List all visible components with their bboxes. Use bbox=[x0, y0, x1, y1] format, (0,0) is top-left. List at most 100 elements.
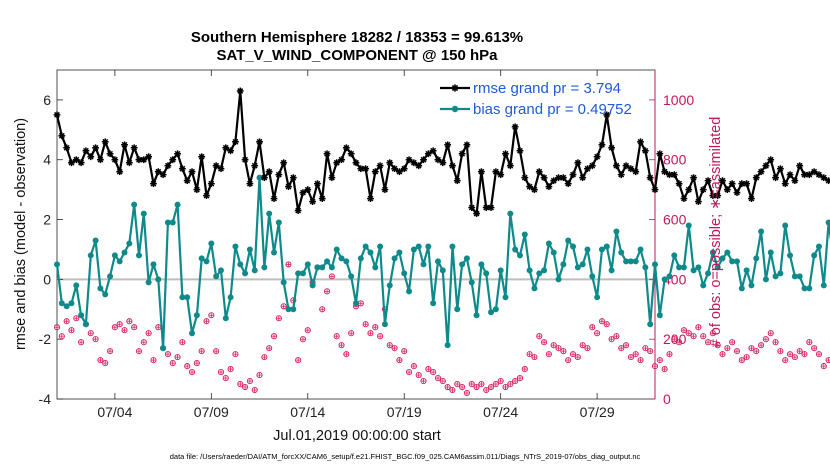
bias-point bbox=[748, 282, 755, 289]
obs-point bbox=[565, 357, 572, 364]
rmse-point bbox=[477, 168, 485, 176]
rmse-point bbox=[825, 177, 830, 185]
bias-point bbox=[367, 249, 374, 256]
obs-point bbox=[92, 336, 99, 343]
rmse-point bbox=[82, 147, 90, 155]
bias-point bbox=[709, 249, 716, 256]
bias-point bbox=[608, 267, 615, 274]
obs-point bbox=[676, 339, 683, 346]
obs-point bbox=[237, 380, 244, 388]
bias-point bbox=[92, 237, 99, 244]
rmse-point bbox=[193, 186, 201, 194]
rmse-point bbox=[584, 165, 591, 173]
bias-point bbox=[570, 243, 577, 250]
rmse-point bbox=[72, 156, 80, 164]
obs-point bbox=[618, 345, 625, 352]
rmse-point bbox=[236, 87, 244, 95]
bias-point bbox=[463, 255, 470, 262]
y-axis-left: -4 -2 0 2 4 6 bbox=[39, 92, 63, 407]
obs-point bbox=[97, 357, 104, 364]
bias-point bbox=[362, 243, 369, 250]
bias-point bbox=[521, 231, 528, 238]
obs-point bbox=[762, 336, 769, 343]
y2-tick-label: 800 bbox=[663, 152, 687, 168]
obs-point bbox=[512, 378, 519, 385]
rmse-point bbox=[135, 156, 143, 164]
rmse-point bbox=[87, 153, 95, 161]
obs-point bbox=[208, 312, 215, 319]
bias-point bbox=[791, 273, 798, 280]
rmse-point bbox=[207, 180, 215, 188]
bias-point bbox=[251, 267, 258, 274]
rmse-point bbox=[121, 141, 128, 149]
obs-point bbox=[786, 351, 794, 358]
y-axis-label: rmse and bias (model - observation) bbox=[13, 118, 29, 350]
obs-point bbox=[106, 348, 114, 355]
bias-point bbox=[690, 267, 697, 274]
obs-point bbox=[584, 345, 591, 352]
bias-point bbox=[319, 264, 326, 271]
rmse-point bbox=[786, 171, 794, 179]
obs-point bbox=[338, 342, 345, 349]
rmse-point bbox=[627, 165, 635, 173]
rmse-point bbox=[251, 162, 259, 170]
rmse-point bbox=[463, 141, 471, 149]
rmse-point bbox=[680, 195, 688, 203]
obs-point bbox=[425, 366, 432, 373]
obs-point bbox=[73, 315, 80, 322]
obs-point bbox=[642, 345, 649, 352]
rmse-point bbox=[154, 168, 162, 176]
rmse-point bbox=[453, 177, 461, 185]
rmse-point bbox=[246, 180, 254, 188]
obs-point bbox=[463, 389, 470, 397]
rmse-point bbox=[719, 177, 726, 185]
obs-point bbox=[280, 303, 287, 310]
rmse-point bbox=[130, 144, 138, 152]
bias-point bbox=[459, 261, 466, 268]
obs-point bbox=[68, 327, 75, 334]
y-tick-label: 2 bbox=[43, 212, 51, 228]
rmse-point bbox=[415, 162, 423, 170]
rmse-point bbox=[299, 189, 307, 197]
y-axis-right: 02004006008001000 bbox=[649, 70, 694, 407]
rmse-point bbox=[391, 165, 398, 173]
rmse-point bbox=[410, 159, 418, 167]
bias-point bbox=[579, 261, 586, 268]
rmse-point bbox=[767, 156, 775, 164]
bias-point bbox=[179, 294, 186, 301]
rmse-point bbox=[342, 144, 350, 152]
obs-point bbox=[627, 354, 634, 361]
obs-point bbox=[560, 348, 567, 355]
bias-point bbox=[314, 264, 321, 271]
obs-point bbox=[521, 366, 528, 373]
bias-point bbox=[449, 243, 456, 250]
obs-point bbox=[179, 339, 186, 346]
bias-point bbox=[676, 264, 683, 271]
bias-point bbox=[656, 312, 663, 319]
rmse-point bbox=[540, 174, 548, 182]
obs-point bbox=[343, 351, 350, 358]
rmse-point bbox=[309, 198, 316, 206]
obs-point bbox=[285, 261, 292, 268]
obs-point bbox=[647, 348, 654, 355]
x-tick-label: 07/09 bbox=[194, 404, 229, 420]
obs-point bbox=[251, 386, 258, 394]
obs-point bbox=[651, 363, 659, 370]
obs-point bbox=[348, 330, 355, 337]
rmse-point bbox=[776, 165, 784, 173]
bias-point bbox=[733, 258, 740, 265]
obs-point bbox=[227, 366, 234, 373]
obs-point bbox=[295, 357, 302, 364]
obs-point bbox=[459, 383, 466, 391]
rmse-point bbox=[796, 162, 804, 170]
obs-point bbox=[232, 351, 239, 358]
rmse-point bbox=[159, 171, 167, 179]
rmse-point bbox=[728, 180, 736, 188]
obs-point bbox=[733, 348, 741, 355]
bias-point bbox=[304, 261, 311, 268]
bias-point bbox=[502, 294, 509, 301]
rmse-point bbox=[492, 168, 500, 176]
bias-point bbox=[603, 243, 610, 250]
bias-point bbox=[155, 276, 162, 283]
obs-point bbox=[695, 324, 702, 331]
